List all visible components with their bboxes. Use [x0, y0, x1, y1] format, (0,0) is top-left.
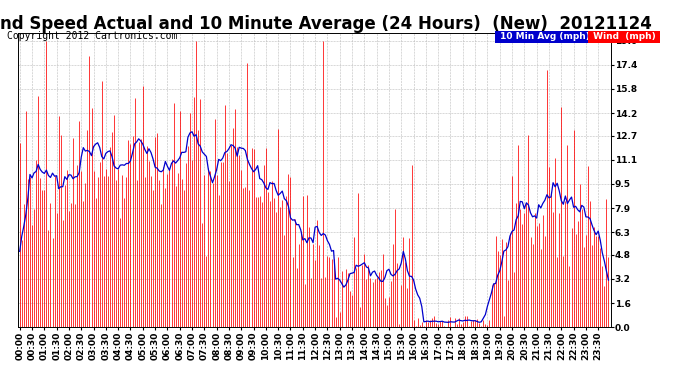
Title: Wind Speed Actual and 10 Minute Average (24 Hours)  (New)  20121124: Wind Speed Actual and 10 Minute Average … — [0, 15, 652, 33]
Text: Copyright 2012 Cartronics.com: Copyright 2012 Cartronics.com — [7, 32, 177, 41]
Text: Wind  (mph): Wind (mph) — [590, 32, 659, 41]
Text: 10 Min Avg (mph): 10 Min Avg (mph) — [497, 32, 593, 41]
